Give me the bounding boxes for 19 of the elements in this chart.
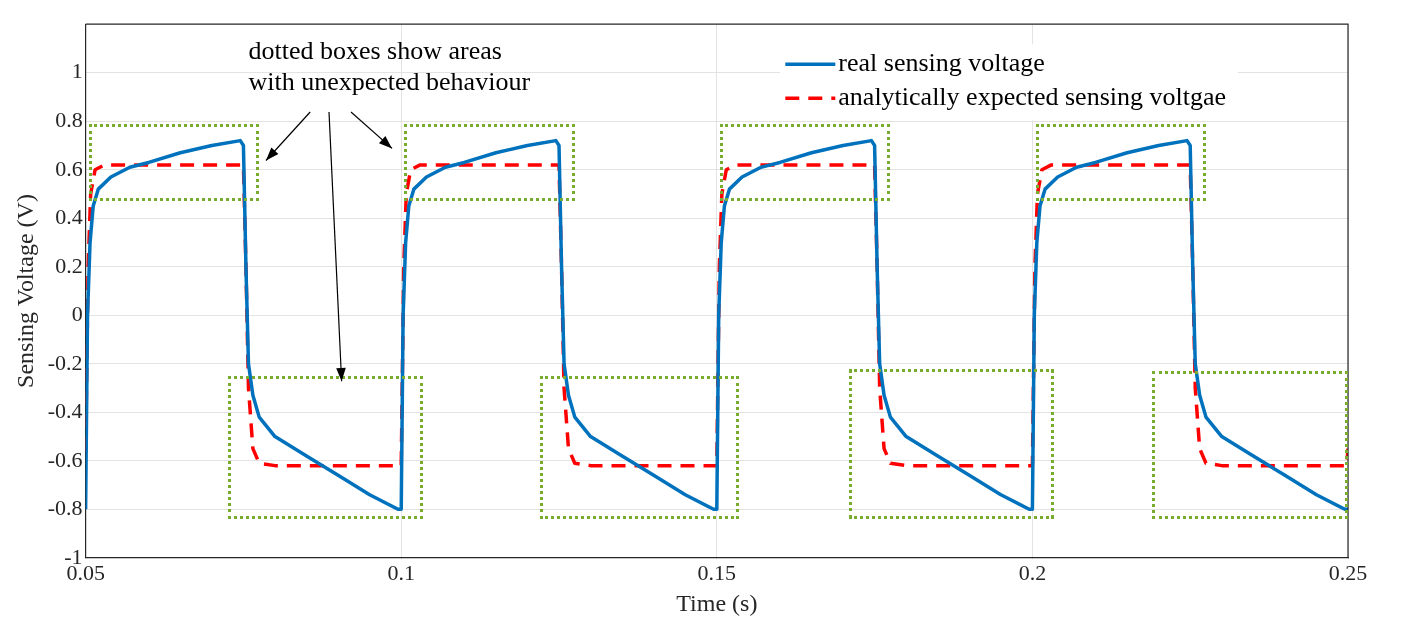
y-tick-label: 0.6 [55,155,83,181]
x-tick-label: 0.1 [387,559,415,585]
y-tick-label: 0 [71,301,83,327]
y-tick-label: -0.8 [47,495,83,521]
y-tick-label: 0.8 [55,107,83,132]
y-tick-label: 1 [71,58,83,84]
y-tick-label: 0.4 [55,204,83,230]
y-tick-label: -0.6 [47,446,83,472]
x-tick-label: 0.2 [1018,559,1047,585]
x-tick-label: 0.15 [697,559,737,585]
y-tick-label: -0.4 [47,398,83,424]
legend-label: real sensing voltage [838,48,1045,78]
y-tick-label: 0.2 [55,252,83,278]
annotation: dotted boxes show areas with unexpected behaviour [248,36,531,97]
x-axis-title: Time (s) [676,589,758,616]
y-axis-title: Sensing Voltage (V) [11,194,38,388]
x-tick-label: 0.25 [1328,559,1368,585]
y-tick-label: -0.2 [47,349,83,375]
legend-label: analytically expected sensing voltgae [838,82,1227,112]
